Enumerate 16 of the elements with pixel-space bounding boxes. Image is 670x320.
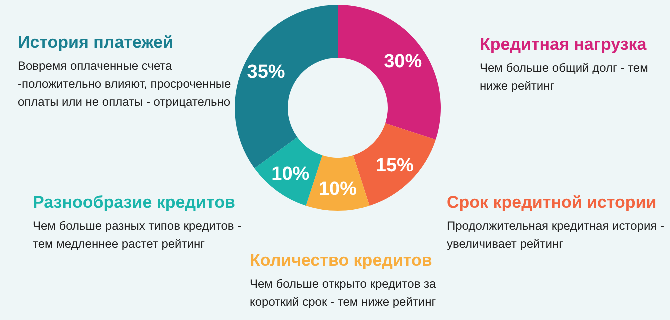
slice-label: Разнообразие кредитов [33, 193, 236, 212]
data-label: 15% [376, 156, 414, 177]
slice-label: Срок кредитной истории [447, 193, 657, 212]
text: Чем больше открыто кредитов за короткий срок - тем ниже рейтинг [250, 277, 437, 309]
slice-label: Количество кредитов [250, 251, 432, 270]
text: Вовремя оплаченные счета -положительно влияют, просроченные оплаты или не оплаты - отрицательно [18, 59, 232, 109]
data-label: 10% [272, 164, 310, 185]
data-label: 10% [318, 179, 358, 200]
text: Чем больше общий долг - тем ниже рейтинг [480, 61, 648, 93]
slice-label: История платежей [18, 33, 174, 52]
text: Чем больше разных типов кредитов - тем медленнее растет рейтинг [33, 219, 242, 251]
data-label: 30% [384, 51, 422, 72]
donut-slice [338, 5, 441, 140]
data-label: 35% [247, 62, 286, 84]
text: Продолжительная кредитная история - увеличивает рейтинг [447, 219, 664, 251]
slice-label: Кредитная нагрузка [480, 35, 648, 54]
